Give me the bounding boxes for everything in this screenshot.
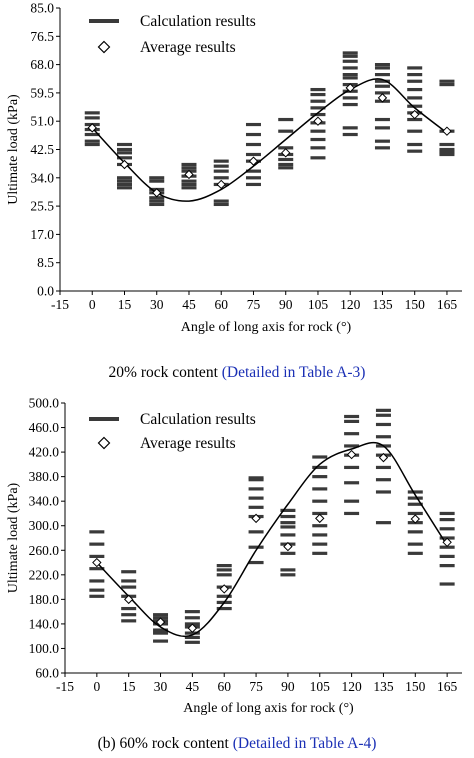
caption-table-link[interactable]: (Detailed in Table A-4) <box>232 735 377 752</box>
y-tick-label: 220.0 <box>29 567 60 582</box>
x-tick-label: 75 <box>247 297 261 312</box>
x-tick-label: 30 <box>150 297 164 312</box>
x-tick-label: 150 <box>405 679 426 694</box>
y-tick-label: 68.0 <box>30 57 54 72</box>
x-tick-label: 45 <box>186 679 200 694</box>
average-result-marker <box>152 188 162 198</box>
average-result-marker <box>248 156 259 166</box>
average-result-marker <box>313 116 323 126</box>
x-tick-label: 105 <box>310 679 331 694</box>
legend-label-average: Average results <box>140 435 236 452</box>
average-result-marker <box>155 617 166 627</box>
x-tick-label: 60 <box>217 679 231 694</box>
x-tick-label: 60 <box>214 297 228 312</box>
average-result-marker <box>119 159 130 170</box>
y-tick-label: 17.0 <box>30 227 54 242</box>
fitted-curve <box>91 78 448 202</box>
average-result-marker <box>92 557 102 568</box>
x-tick-label: 165 <box>437 679 458 694</box>
x-tick-label: 30 <box>154 679 168 694</box>
x-tick-label: 0 <box>93 679 100 694</box>
average-result-marker <box>442 126 452 136</box>
y-tick-label: 42.5 <box>30 142 54 157</box>
average-result-marker <box>251 513 261 524</box>
y-tick-label: 0.0 <box>37 284 54 299</box>
x-tick-label: -15 <box>51 297 69 312</box>
average-result-marker <box>281 148 291 158</box>
average-result-marker <box>409 109 420 120</box>
average-result-marker <box>184 169 194 180</box>
y-tick-label: 500.0 <box>29 396 60 411</box>
average-result-marker <box>187 623 198 633</box>
x-tick-label: 135 <box>372 297 393 312</box>
y-tick-label: 140.0 <box>29 616 60 631</box>
y-tick-label: 100.0 <box>29 641 60 656</box>
y-tick-label: 380.0 <box>29 469 60 484</box>
x-tick-label: -15 <box>56 679 74 694</box>
x-tick-label: 90 <box>281 679 295 694</box>
y-tick-label: 260.0 <box>29 543 60 558</box>
legend-diamond-icon <box>97 436 111 450</box>
legend-label-calculation: Calculation results <box>140 411 256 428</box>
fitted-curve <box>96 441 448 638</box>
y-tick-label: 76.5 <box>30 29 54 44</box>
chart-60-percent: 60.0 100.0 140.0 180.0 220.0 260.0 300.0 340.0 3… <box>6 396 462 716</box>
caption-table-link[interactable]: (Detailed in Table A-3) <box>221 364 366 381</box>
average-result-marker <box>378 452 389 463</box>
x-tick-label: 135 <box>373 679 394 694</box>
x-tick-label: 165 <box>437 297 458 312</box>
x-tick-label: 90 <box>279 297 293 312</box>
average-result-marker <box>87 123 97 133</box>
x-tick-label: 120 <box>341 679 362 694</box>
average-result-marker <box>410 514 421 524</box>
caption-20-percent: 20% rock content (Detailed in Table A-3) <box>0 364 474 382</box>
x-tick-label: 15 <box>118 297 132 312</box>
y-tick-label: 460.0 <box>29 420 60 435</box>
average-result-marker <box>123 594 134 605</box>
y-tick-label: 59.5 <box>30 85 54 100</box>
caption-60-percent: (b) 60% rock content (Detailed in Table … <box>0 735 474 753</box>
y-tick-label: 25.5 <box>30 199 54 214</box>
x-tick-label: 15 <box>122 679 136 694</box>
average-result-marker <box>219 584 229 594</box>
average-result-marker <box>345 83 355 93</box>
y-axis-title: Ultimate load (kPa) <box>6 482 21 593</box>
x-tick-label: 105 <box>308 297 329 312</box>
y-tick-label: 51.0 <box>30 114 54 129</box>
average-result-marker <box>216 179 226 190</box>
caption-main: 20% rock content <box>108 364 218 381</box>
x-tick-label: 150 <box>405 297 426 312</box>
x-tick-label: 0 <box>89 297 96 312</box>
x-axis-title: Angle of long axis for rock (°) <box>181 320 352 335</box>
y-tick-label: 300.0 <box>29 518 60 533</box>
average-result-marker <box>315 513 325 524</box>
x-axis-title: Angle of long axis for rock (°) <box>183 701 354 716</box>
chart-20-percent: 0.0 8.5 17.0 25.5 34.0 42.5 51.0 59.5 68.0 76.5 85… <box>6 1 462 335</box>
y-tick-label: 8.5 <box>37 255 54 270</box>
y-tick-label: 85.0 <box>30 1 54 16</box>
y-tick-label: 60.0 <box>35 666 59 681</box>
average-result-marker <box>442 537 452 548</box>
y-axis-title: Ultimate load (kPa) <box>6 94 21 205</box>
average-result-marker <box>377 93 388 103</box>
x-tick-label: 45 <box>182 297 196 312</box>
x-tick-label: 75 <box>249 679 263 694</box>
y-tick-label: 180.0 <box>29 592 60 607</box>
caption-main: (b) 60% rock content <box>97 735 229 752</box>
x-tick-label: 120 <box>340 297 361 312</box>
average-result-marker <box>283 541 293 552</box>
average-result-marker <box>346 449 357 460</box>
y-tick-label: 420.0 <box>29 445 60 460</box>
y-tick-label: 34.0 <box>30 170 54 185</box>
y-tick-label: 340.0 <box>29 494 60 509</box>
legend-label-average: Average results <box>140 39 236 56</box>
legend-diamond-icon <box>97 40 111 54</box>
legend-label-calculation: Calculation results <box>140 13 256 30</box>
